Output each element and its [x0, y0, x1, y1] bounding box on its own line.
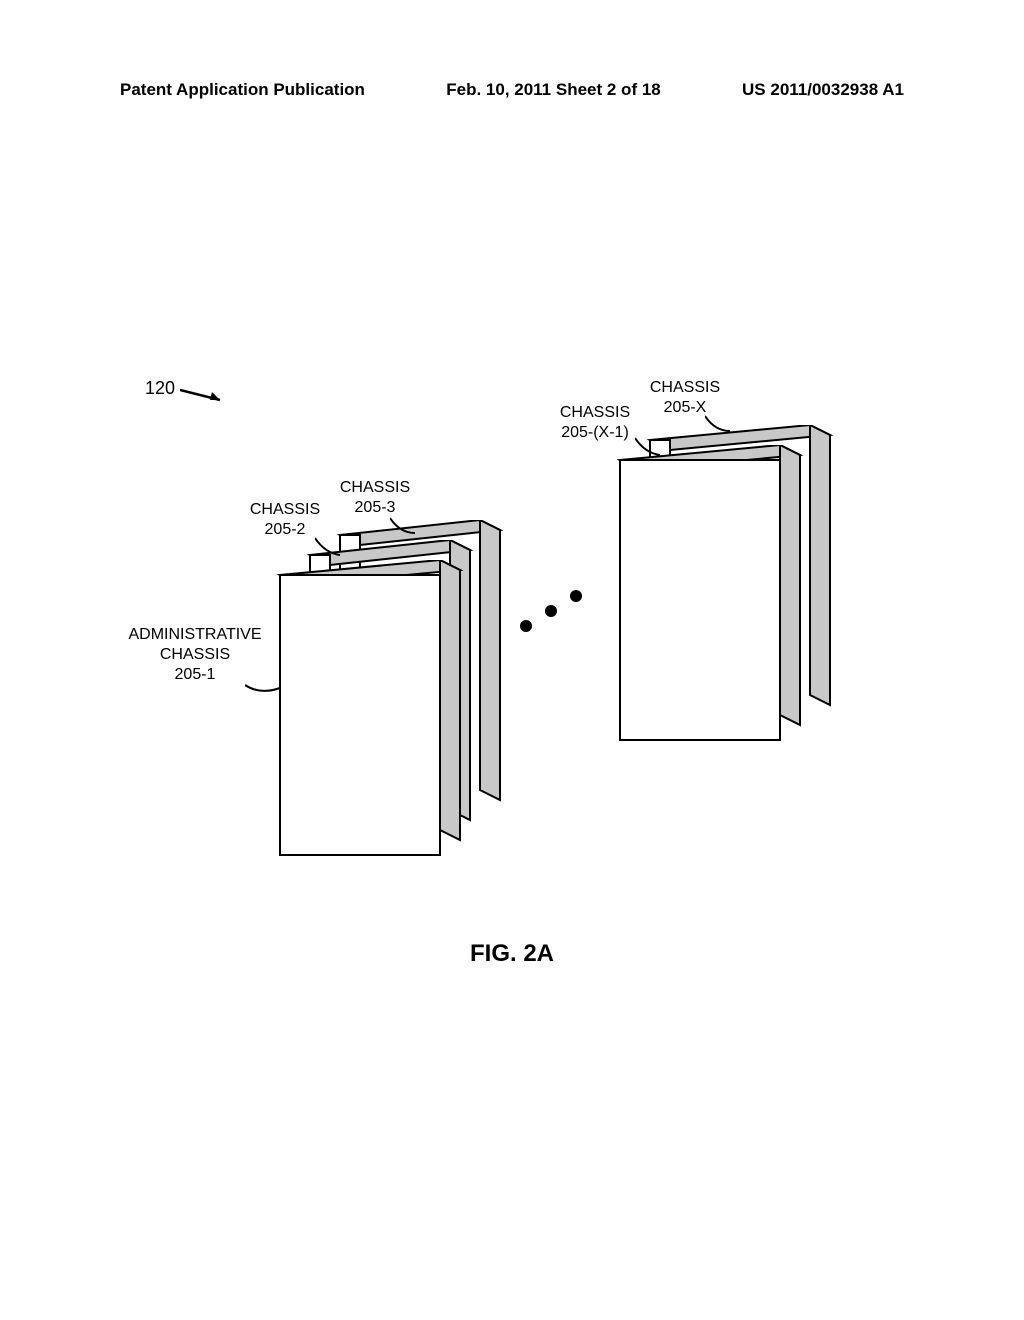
label-205-2-ref: 205-2	[265, 521, 306, 538]
lead-205-1	[245, 680, 285, 705]
ellipsis-dot-2	[545, 605, 557, 617]
label-205-x-1-line1: CHASSIS	[560, 404, 630, 421]
label-205-2-line1: CHASSIS	[250, 501, 320, 518]
lead-205-3	[390, 515, 420, 540]
label-205-2: CHASSIS 205-2	[240, 500, 330, 540]
header-right: US 2011/0032938 A1	[742, 80, 904, 100]
ref-120-arrow	[180, 380, 240, 410]
lead-205-x	[705, 413, 735, 438]
chassis-205-x-1	[610, 445, 810, 755]
label-205-3-line1: CHASSIS	[340, 479, 410, 496]
ref-120-label: 120	[145, 378, 175, 399]
ellipsis-dot-3	[570, 590, 582, 602]
lead-205-2	[315, 535, 345, 560]
label-205-1-line1: ADMINISTRATIVE	[128, 626, 261, 643]
label-205-3: CHASSIS 205-3	[330, 478, 420, 518]
header-left: Patent Application Publication	[120, 80, 365, 100]
label-205-1: ADMINISTRATIVE CHASSIS 205-1	[125, 625, 265, 685]
label-205-1-ref: 205-1	[175, 666, 216, 683]
label-205-1-line2: CHASSIS	[160, 646, 230, 663]
header-center: Feb. 10, 2011 Sheet 2 of 18	[446, 80, 661, 100]
lead-205-x-1	[635, 435, 665, 460]
label-205-x-1: CHASSIS 205-(X-1)	[545, 403, 645, 443]
page-header: Patent Application Publication Feb. 10, …	[120, 80, 904, 100]
label-205-3-ref: 205-3	[355, 499, 396, 516]
figure-caption: FIG. 2A	[0, 940, 1024, 968]
diagram-area: 120 ADMINISTRATIVE CHASS	[140, 370, 840, 850]
label-205-x-line1: CHASSIS	[650, 379, 720, 396]
label-205-x-1-ref: 205-(X-1)	[561, 424, 629, 441]
chassis-205-1	[270, 560, 470, 870]
label-205-x-ref: 205-X	[664, 399, 707, 416]
label-205-x: CHASSIS 205-X	[640, 378, 730, 418]
ellipsis-dot-1	[520, 620, 532, 632]
